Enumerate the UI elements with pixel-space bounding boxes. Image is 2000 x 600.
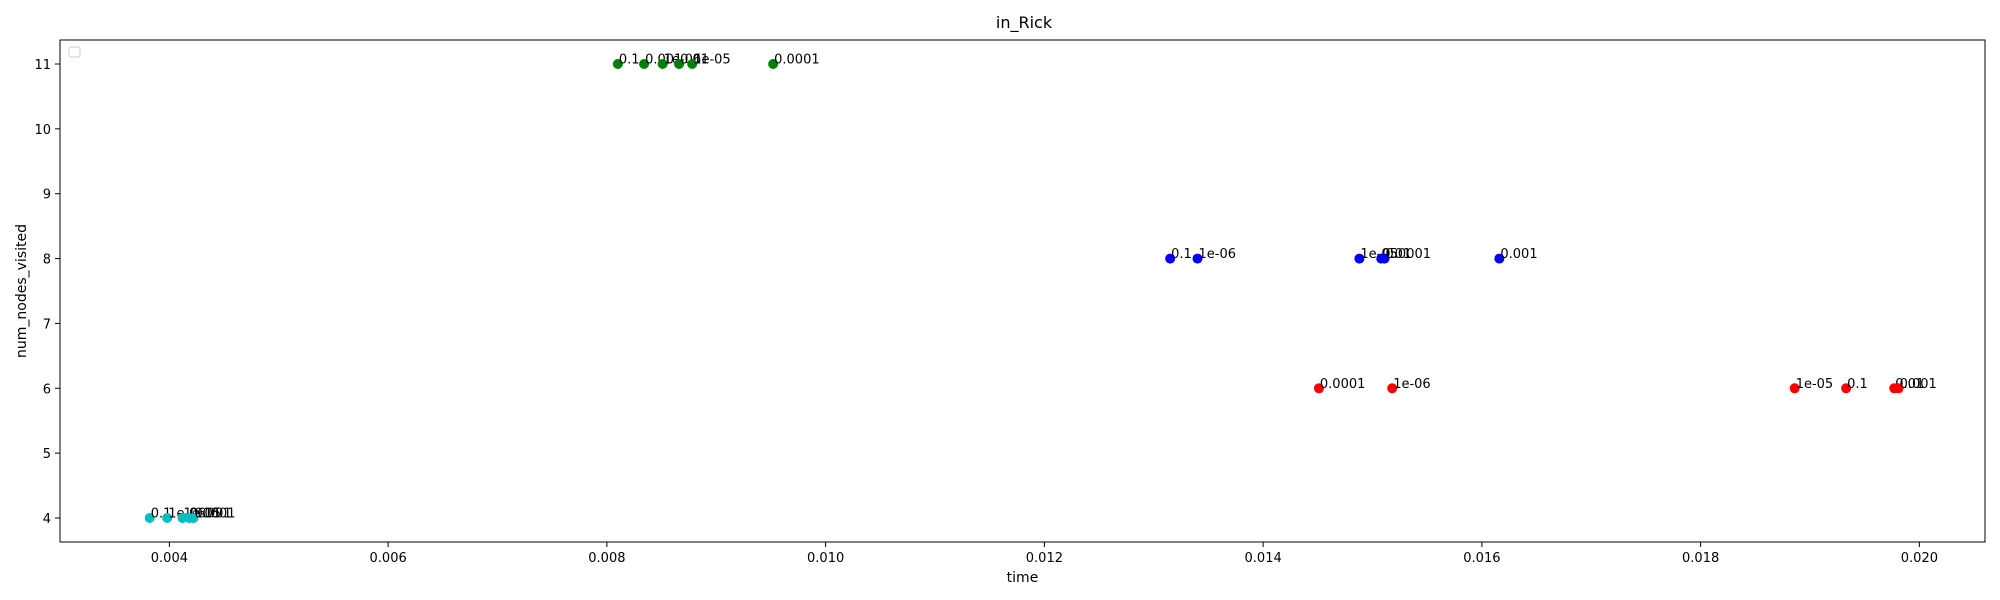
data-points: 0.11e-061e-050.00010.0010.10.0011e-060.0… [144, 52, 1937, 524]
data-point-label: 0.001 [1500, 247, 1537, 262]
data-point [188, 513, 199, 524]
data-point-label: 0.0001 [1320, 377, 1366, 392]
y-tick-label: 8 [43, 253, 51, 268]
chart-title: in_Rick [996, 13, 1053, 33]
data-point [674, 58, 685, 69]
data-point [1165, 253, 1176, 264]
data-point [1789, 383, 1800, 394]
data-point-label: 1e-05 [693, 52, 731, 67]
x-tick-label: 0.008 [588, 551, 625, 566]
x-tick-label: 0.012 [1026, 551, 1063, 566]
data-point [687, 58, 698, 69]
legend-box [68, 46, 81, 58]
data-point [1893, 383, 1904, 394]
x-tick-label: 0.018 [1682, 551, 1719, 566]
y-tick-label: 4 [43, 512, 51, 527]
data-point-label: 1e-06 [1393, 377, 1431, 392]
data-point-label: 0.0001 [190, 507, 236, 522]
y-tick-label: 9 [43, 188, 51, 203]
y-tick-label: 5 [43, 447, 51, 462]
data-point-label: 0.001 [194, 507, 231, 522]
data-point-label: 0.0001 [1386, 247, 1432, 262]
y-axis-label: num_nodes_visited [14, 224, 30, 358]
y-tick-label: 6 [43, 382, 51, 397]
x-axis-label: time [1007, 570, 1039, 586]
y-axis: 4 5 6 7 8 9 10 11 [34, 58, 60, 527]
data-point-label: 0.1 [1171, 247, 1192, 262]
data-point [1192, 253, 1203, 264]
data-point [144, 513, 155, 524]
data-point [1387, 383, 1398, 394]
data-point [1494, 253, 1505, 264]
data-point-label: 0.1 [619, 52, 640, 67]
data-point [657, 58, 668, 69]
y-tick-label: 7 [43, 317, 51, 332]
data-point [1379, 253, 1390, 264]
x-tick-label: 0.020 [1901, 551, 1938, 566]
data-point-label: 1e-05 [1796, 377, 1834, 392]
data-point-label: 1e-06 [1199, 247, 1237, 262]
x-tick-label: 0.010 [807, 551, 844, 566]
data-point [639, 58, 650, 69]
x-tick-label: 0.004 [151, 551, 188, 566]
data-point [768, 58, 779, 69]
data-point [162, 513, 173, 524]
y-tick-label: 10 [34, 123, 51, 138]
x-tick-label: 0.006 [370, 551, 407, 566]
data-point [612, 58, 623, 69]
x-axis: 0.004 0.006 0.008 0.010 0.012 0.014 0.016 0.018… [151, 542, 1938, 566]
data-point-label: 0.0001 [774, 52, 820, 67]
data-point-label: 0.1 [1847, 377, 1868, 392]
x-tick-label: 0.016 [1463, 551, 1500, 566]
y-tick-label: 11 [34, 58, 51, 73]
data-point [1354, 253, 1365, 264]
x-tick-label: 0.014 [1245, 551, 1282, 566]
plot-area-frame [59, 39, 1986, 543]
data-point [1841, 383, 1852, 394]
data-point-label: 0.001 [1900, 377, 1937, 392]
data-point [1313, 383, 1324, 394]
